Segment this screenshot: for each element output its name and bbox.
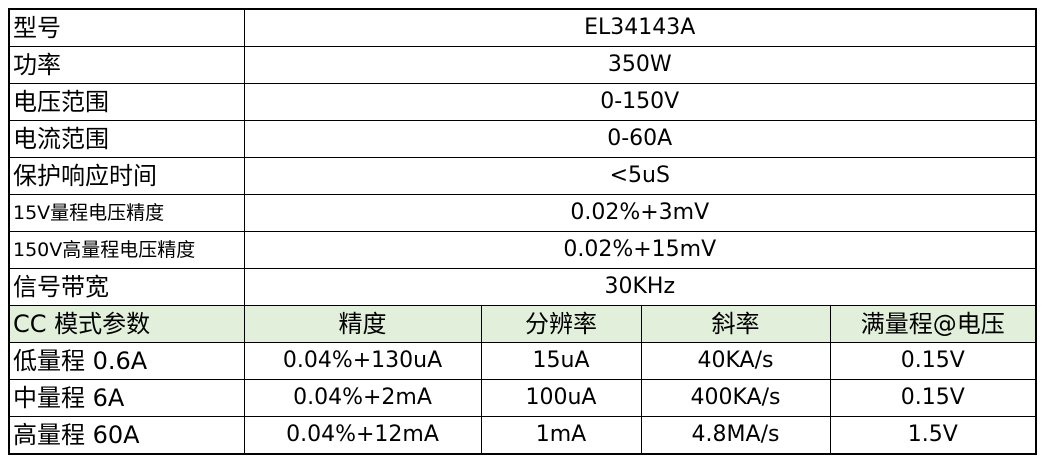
cc-row: 低量程 0.6A 0.04%+130uA 15uA 40KA/s 0.15V (8, 342, 1037, 380)
spec-row: 150V高量程电压精度 0.02%+15mV (8, 231, 1037, 269)
cc-cell: 0.04%+12mA (243, 416, 482, 455)
cc-row: 高量程 60A 0.04%+12mA 1mA 4.8MA/s 1.5V (8, 416, 1037, 455)
cc-cell: 0.15V (829, 342, 1037, 380)
cc-cell: 4.8MA/s (640, 416, 831, 455)
spec-sheet: 型号 EL34143A 功率 350W 电压范围 0-150V 电流范围 0-60A 保护响应时… (8, 8, 1037, 455)
spec-row: 电流范围 0-60A (8, 120, 1037, 158)
cc-cell: 100uA (480, 379, 642, 417)
cc-range: 高量程 60A (8, 416, 245, 455)
spec-label: 电流范围 (8, 120, 245, 158)
cc-header-cell: CC 模式参数 (8, 305, 245, 343)
spec-value: 0.02%+15mV (243, 231, 1037, 269)
spec-row: 功率 350W (8, 46, 1037, 84)
cc-range: 中量程 6A (8, 379, 245, 417)
spec-row: 型号 EL34143A (8, 8, 1037, 47)
cc-header-row: CC 模式参数 精度 分辨率 斜率 满量程@电压 (8, 305, 1037, 343)
spec-row: 信号带宽 30KHz (8, 268, 1037, 306)
spec-value: EL34143A (243, 8, 1037, 47)
cc-header-cell: 满量程@电压 (829, 305, 1037, 343)
cc-cell: 40KA/s (640, 342, 831, 380)
spec-value: 0-60A (243, 120, 1037, 158)
spec-value: 0.02%+3mV (243, 194, 1037, 232)
spec-value: 30KHz (243, 268, 1037, 306)
spec-label: 型号 (8, 8, 245, 47)
cc-header-cell: 精度 (243, 305, 482, 343)
cc-cell: 0.15V (829, 379, 1037, 417)
cc-cell: 400KA/s (640, 379, 831, 417)
spec-value: <5uS (243, 157, 1037, 195)
cc-cell: 0.04%+2mA (243, 379, 482, 417)
spec-label: 信号带宽 (8, 268, 245, 306)
cc-row: 中量程 6A 0.04%+2mA 100uA 400KA/s 0.15V (8, 379, 1037, 417)
spec-row: 保护响应时间 <5uS (8, 157, 1037, 195)
cc-cell: 1mA (480, 416, 642, 455)
cc-cell: 15uA (480, 342, 642, 380)
cc-cell: 1.5V (829, 416, 1037, 455)
spec-label: 150V高量程电压精度 (8, 231, 245, 269)
cc-header-cell: 分辨率 (480, 305, 642, 343)
spec-label: 15V量程电压精度 (8, 194, 245, 232)
spec-row: 15V量程电压精度 0.02%+3mV (8, 194, 1037, 232)
cc-header-cell: 斜率 (640, 305, 831, 343)
spec-row: 电压范围 0-150V (8, 83, 1037, 121)
spec-label: 电压范围 (8, 83, 245, 121)
spec-label: 功率 (8, 46, 245, 84)
spec-value: 0-150V (243, 83, 1037, 121)
spec-value: 350W (243, 46, 1037, 84)
spec-label: 保护响应时间 (8, 157, 245, 195)
cc-cell: 0.04%+130uA (243, 342, 482, 380)
cc-range: 低量程 0.6A (8, 342, 245, 380)
spec-table: 型号 EL34143A 功率 350W 电压范围 0-150V 电流范围 0-60A 保护响应时… (8, 8, 1037, 455)
